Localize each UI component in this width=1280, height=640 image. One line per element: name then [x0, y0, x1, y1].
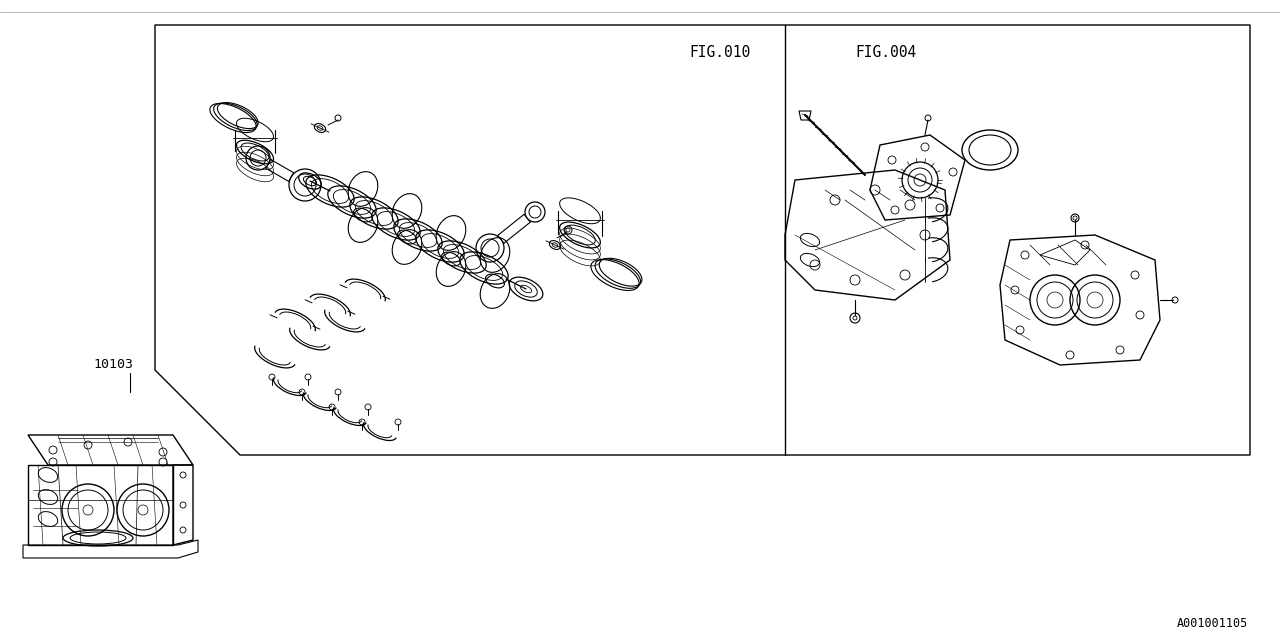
Text: FIG.010: FIG.010 [690, 45, 750, 60]
Text: FIG.004: FIG.004 [855, 45, 916, 60]
Text: A001001105: A001001105 [1176, 617, 1248, 630]
Text: 10103: 10103 [93, 358, 133, 371]
